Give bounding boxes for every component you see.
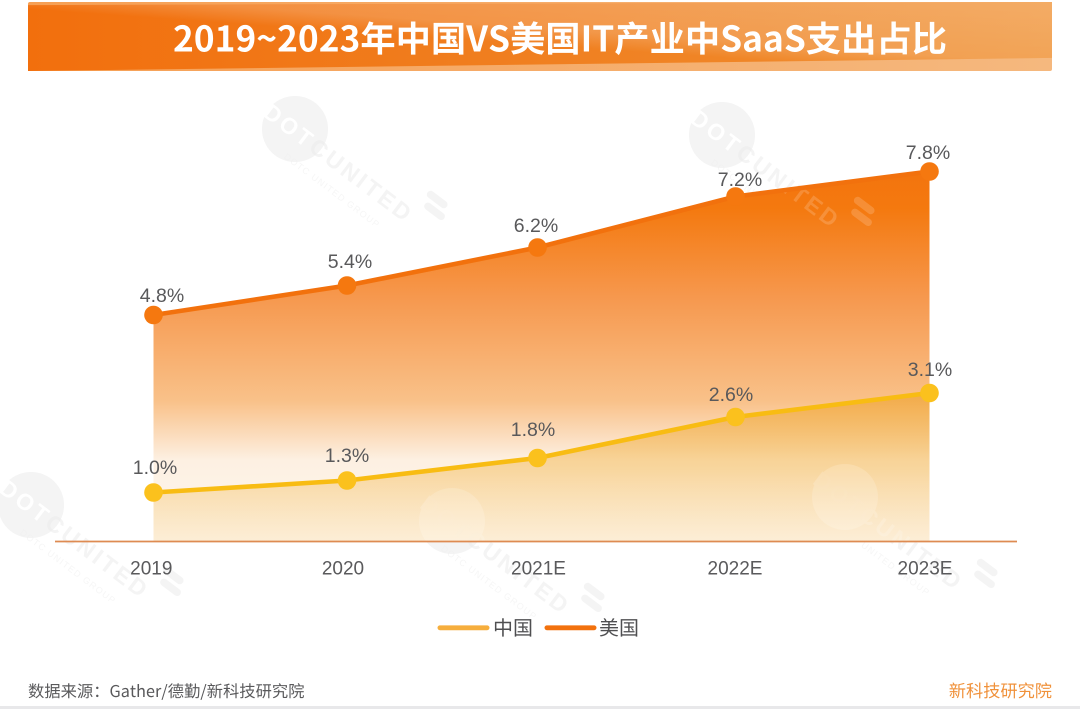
svg-text:1.0%: 1.0% — [133, 457, 177, 479]
svg-text:5.4%: 5.4% — [328, 251, 372, 273]
svg-text:6.2%: 6.2% — [514, 215, 558, 237]
svg-text:2.6%: 2.6% — [709, 384, 753, 406]
svg-text:DOTCUNITED: DOTCUNITED — [259, 98, 419, 228]
svg-text:7.2%: 7.2% — [718, 169, 762, 191]
svg-text:2020: 2020 — [322, 559, 364, 580]
svg-text:1.3%: 1.3% — [325, 445, 369, 467]
svg-text:7.8%: 7.8% — [906, 142, 950, 164]
svg-text:1.8%: 1.8% — [511, 419, 555, 441]
svg-text:2022E: 2022E — [708, 559, 763, 580]
svg-text:3.1%: 3.1% — [908, 359, 952, 381]
svg-text:4.8%: 4.8% — [140, 285, 184, 307]
svg-text:2019: 2019 — [130, 559, 172, 580]
svg-text:2021E: 2021E — [511, 559, 566, 580]
svg-text:2023E: 2023E — [898, 559, 953, 580]
